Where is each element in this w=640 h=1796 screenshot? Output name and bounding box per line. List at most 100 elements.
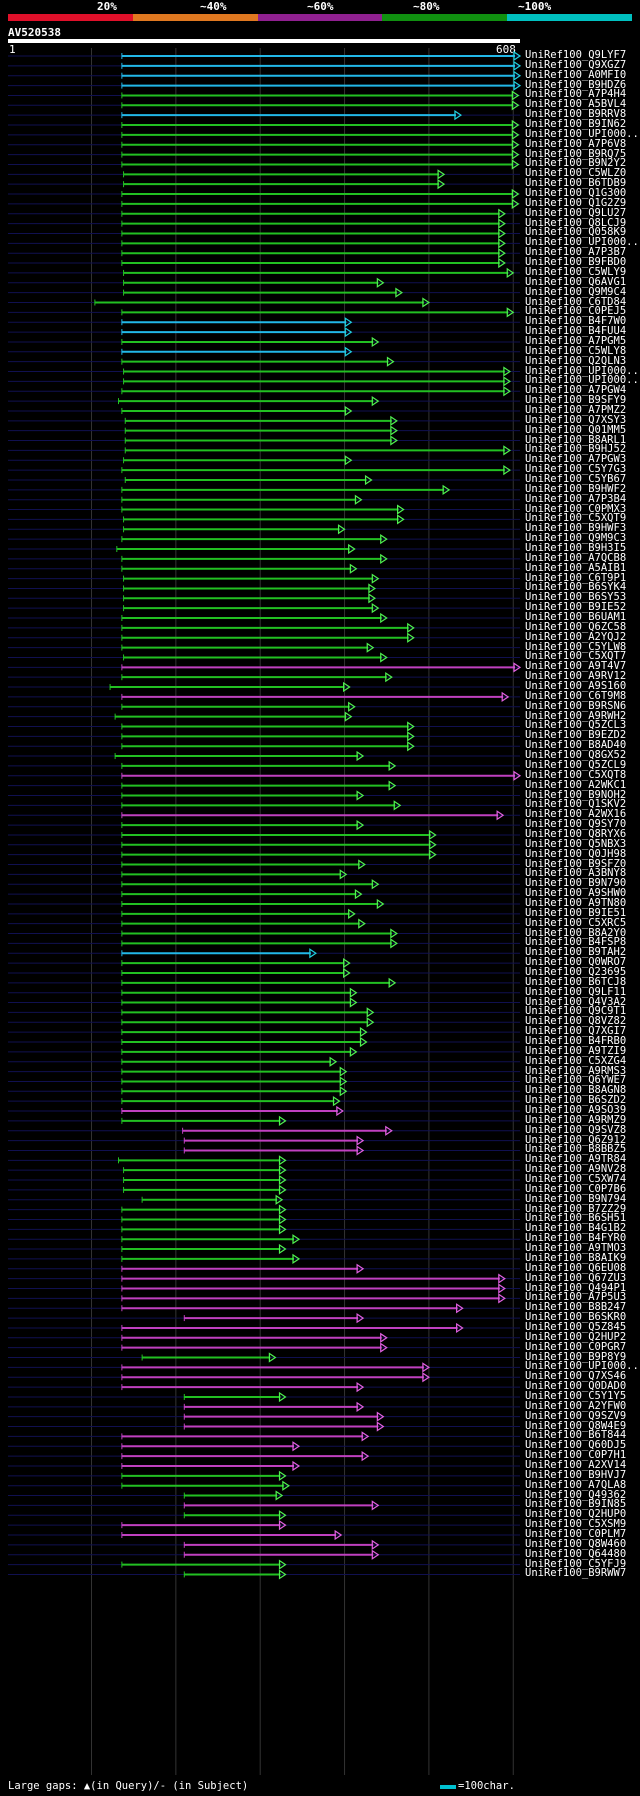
hit-label[interactable]: UniRef100_A9S160: [525, 680, 627, 693]
hit-label[interactable]: UniRef100_B4G1B2: [525, 1222, 627, 1235]
hit-label[interactable]: UniRef100_Q8LCJ9: [525, 216, 627, 229]
hit-label[interactable]: UniRef100_B9HWF2: [525, 482, 627, 495]
hit-label[interactable]: UniRef100_B9IE51: [525, 906, 627, 919]
hit-label[interactable]: UniRef100_B6T844: [525, 1429, 627, 1442]
hit-label[interactable]: UniRef100_B8B247: [525, 1301, 627, 1314]
hit-label[interactable]: UniRef100_Q5NBX3: [525, 837, 627, 850]
hit-label[interactable]: UniRef100_Q9LF11: [525, 985, 627, 998]
hit-label[interactable]: UniRef100_Q6EU08: [525, 1261, 627, 1274]
hit-label[interactable]: UniRef100_Q1G300: [525, 187, 627, 200]
hit-label[interactable]: UniRef100_C5WLY9: [525, 265, 627, 278]
hit-label[interactable]: UniRef100_A7PGW4: [525, 384, 627, 397]
hit-label[interactable]: UniRef100_B4F7W0: [525, 315, 627, 328]
hit-label[interactable]: UniRef100_A2XV14: [525, 1458, 627, 1471]
hit-label[interactable]: UniRef100_B9RQ75: [525, 147, 627, 160]
hit-label[interactable]: UniRef100_UPI000...: [525, 127, 640, 140]
hit-label[interactable]: UniRef100_Q1SKV2: [525, 798, 627, 811]
hit-label[interactable]: UniRef100_B9TAH2: [525, 946, 627, 959]
hit-label[interactable]: UniRef100_A2YQJ2: [525, 630, 627, 643]
hit-label[interactable]: UniRef100_Q6YWE7: [525, 1074, 627, 1087]
hit-label[interactable]: UniRef100_B6TCJ8: [525, 975, 627, 988]
hit-label[interactable]: UniRef100_C0PEJ5: [525, 305, 627, 318]
hit-label[interactable]: UniRef100_C5WLZ0: [525, 167, 627, 180]
hit-label[interactable]: UniRef100_C5XQT7: [525, 650, 627, 663]
hit-label[interactable]: UniRef100_C5XQT8: [525, 768, 627, 781]
hit-label[interactable]: UniRef100_B9HVJ7: [525, 1468, 627, 1481]
hit-label[interactable]: UniRef100_C5YB67: [525, 472, 627, 485]
hit-label[interactable]: UniRef100_Q9M9C3: [525, 532, 627, 545]
hit-label[interactable]: UniRef100_B9EZD2: [525, 729, 627, 742]
hit-label[interactable]: UniRef100_B8A2Y0: [525, 926, 627, 939]
hit-label[interactable]: UniRef100_B9SFZ0: [525, 857, 627, 870]
hit-label[interactable]: UniRef100_B7ZZ29: [525, 1202, 627, 1215]
hit-label[interactable]: UniRef100_C5XQT9: [525, 512, 627, 525]
hit-label[interactable]: UniRef100_A9SO39: [525, 1104, 627, 1117]
hit-label[interactable]: UniRef100_B9IN62: [525, 118, 627, 131]
hit-label[interactable]: UniRef100_B6SZD2: [525, 1094, 627, 1107]
hit-label[interactable]: UniRef100_Q7XGI7: [525, 1025, 627, 1038]
hit-label[interactable]: UniRef100_A9RMZ9: [525, 1113, 627, 1126]
hit-label[interactable]: UniRef100_C6TD84: [525, 295, 627, 308]
hit-label[interactable]: UniRef100_C5Y7G3: [525, 463, 627, 476]
hit-label[interactable]: UniRef100_Q49362: [525, 1488, 627, 1501]
hit-label[interactable]: UniRef100_Q64480: [525, 1547, 627, 1560]
hit-label[interactable]: UniRef100_Q9C9T1: [525, 1005, 627, 1018]
hit-label[interactable]: UniRef100_C0PMX3: [525, 502, 627, 515]
hit-label[interactable]: UniRef100_B9N794: [525, 1192, 627, 1205]
hit-label[interactable]: UniRef100_B9RWW7: [525, 1567, 627, 1580]
hit-label[interactable]: UniRef100_C0PGR7: [525, 1340, 627, 1353]
hit-label[interactable]: UniRef100_UPI000...: [525, 236, 640, 249]
hit-label[interactable]: UniRef100_C6T9P1: [525, 571, 627, 584]
hit-label[interactable]: UniRef100_Q2HUP0: [525, 1508, 627, 1521]
hit-label[interactable]: UniRef100_B4FYR0: [525, 1232, 627, 1245]
hit-label[interactable]: UniRef100_A7P6V8: [525, 137, 627, 150]
hit-label[interactable]: UniRef100_B9SFY9: [525, 394, 627, 407]
hit-label[interactable]: UniRef100_C0P7H1: [525, 1449, 627, 1462]
hit-label[interactable]: UniRef100_A2YFW0: [525, 1399, 627, 1412]
hit-label[interactable]: UniRef100_Q9SVZ8: [525, 1123, 627, 1136]
hit-label[interactable]: UniRef100_A9RV12: [525, 670, 627, 683]
hit-label[interactable]: UniRef100_A5AIB1: [525, 561, 627, 574]
hit-label[interactable]: UniRef100_B9RSN6: [525, 699, 627, 712]
hit-label[interactable]: UniRef100_B4FUU4: [525, 325, 627, 338]
hit-label[interactable]: UniRef100_Q5Z845: [525, 1320, 627, 1333]
hit-label[interactable]: UniRef100_C5XRC5: [525, 916, 627, 929]
hit-label[interactable]: UniRef100_A7P3B4: [525, 492, 627, 505]
hit-label[interactable]: UniRef100_A9TMO3: [525, 1242, 627, 1255]
hit-label[interactable]: UniRef100_A7P4H4: [525, 88, 627, 101]
hit-label[interactable]: UniRef100_A9TR84: [525, 1153, 627, 1166]
hit-label[interactable]: UniRef100_Q5ZCL9: [525, 758, 627, 771]
hit-label[interactable]: UniRef100_Q9XGZ7: [525, 58, 627, 71]
hit-label[interactable]: UniRef100_Q9LU27: [525, 206, 627, 219]
hit-label[interactable]: UniRef100_B9P8Y9: [525, 1350, 627, 1363]
hit-label[interactable]: UniRef100_Q6Z912: [525, 1133, 627, 1146]
hit-label[interactable]: UniRef100_B9H3I5: [525, 542, 627, 554]
hit-label[interactable]: UniRef100_A9SHW0: [525, 887, 627, 900]
hit-label[interactable]: UniRef100_B9HDZ6: [525, 78, 627, 91]
hit-label[interactable]: UniRef100_A9RMS3: [525, 1064, 627, 1077]
hit-label[interactable]: UniRef100_Q8W4E9: [525, 1419, 627, 1432]
hit-label[interactable]: UniRef100_B9IE52: [525, 601, 627, 614]
hit-label[interactable]: UniRef100_C6T9M8: [525, 689, 627, 702]
hit-label[interactable]: UniRef100_Q0WRO7: [525, 956, 627, 969]
hit-label[interactable]: UniRef100_Q9LYF7: [525, 49, 627, 61]
hit-label[interactable]: UniRef100_C5WLY8: [525, 344, 627, 357]
hit-label[interactable]: UniRef100_A5BVL4: [525, 98, 627, 111]
hit-label[interactable]: UniRef100_Q2QLN3: [525, 354, 627, 367]
hit-label[interactable]: UniRef100_B9RRV8: [525, 108, 627, 121]
hit-label[interactable]: UniRef100_Q4V3A2: [525, 995, 627, 1008]
hit-label[interactable]: UniRef100_Q058K9: [525, 226, 627, 239]
hit-label[interactable]: UniRef100_B6SY53: [525, 591, 627, 604]
hit-label[interactable]: UniRef100_B9HJ52: [525, 443, 627, 456]
hit-label[interactable]: UniRef100_Q23695: [525, 965, 627, 978]
hit-label[interactable]: UniRef100_B8AD40: [525, 739, 627, 752]
hit-label[interactable]: UniRef100_UPI000...: [525, 374, 640, 387]
hit-label[interactable]: UniRef100_B6TDB9: [525, 177, 627, 190]
hit-label[interactable]: UniRef100_Q7XSY3: [525, 413, 627, 426]
hit-label[interactable]: UniRef100_A7PMZ2: [525, 403, 627, 416]
hit-label[interactable]: UniRef100_Q0DAD0: [525, 1380, 627, 1393]
hit-label[interactable]: UniRef100_B8AGN8: [525, 1084, 627, 1097]
hit-label[interactable]: UniRef100_C5XSM9: [525, 1518, 627, 1531]
hit-label[interactable]: UniRef100_A7PGW3: [525, 453, 627, 466]
hit-label[interactable]: UniRef100_A9T4V7: [525, 660, 627, 673]
